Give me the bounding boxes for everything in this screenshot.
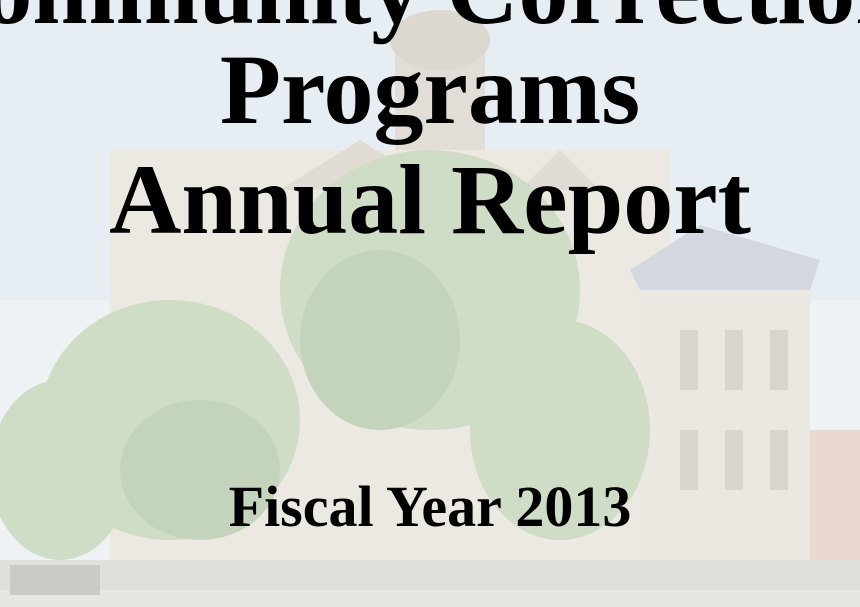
cover-page: Community Corrections Programs Annual Re…	[0, 0, 860, 607]
title-line: Programs	[0, 40, 860, 140]
subtitle: Fiscal Year 2013	[0, 478, 860, 536]
title-line: Annual Report	[0, 150, 860, 250]
